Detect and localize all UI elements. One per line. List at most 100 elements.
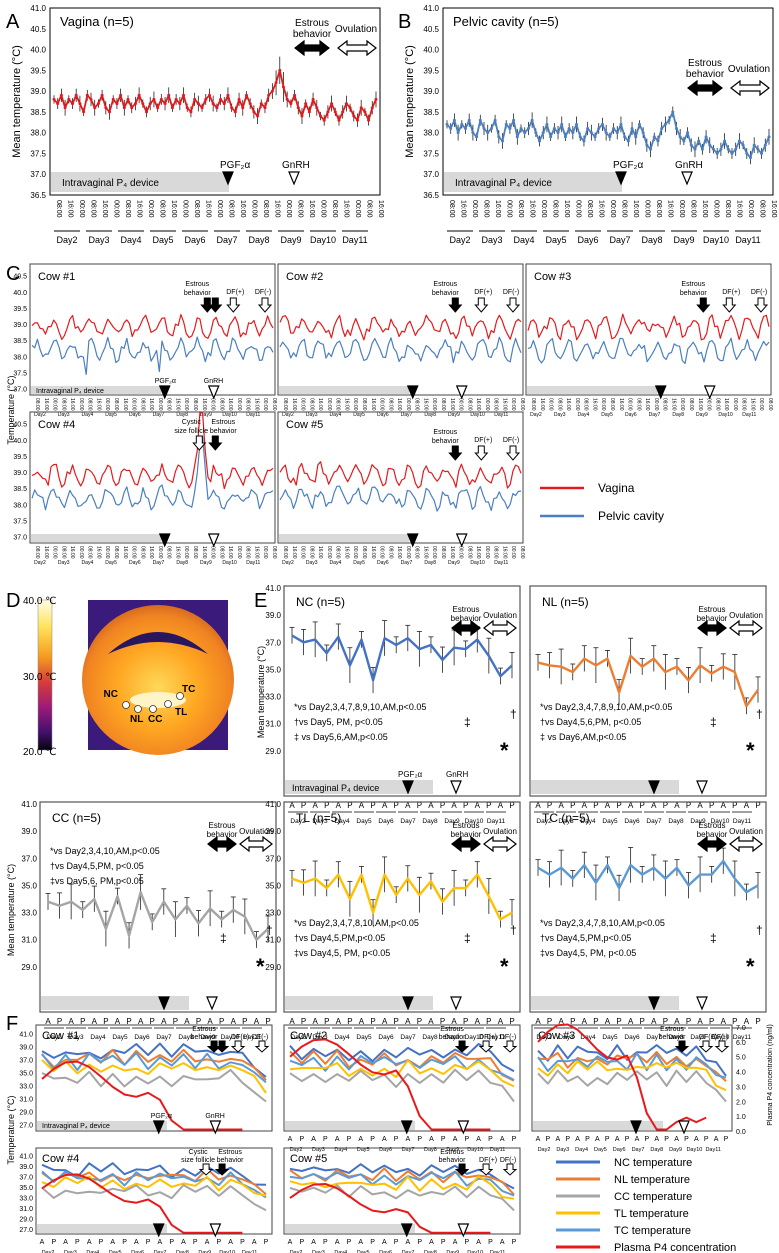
- ap-tick-ne: A: [312, 801, 318, 810]
- data-point-B: [748, 156, 752, 160]
- day-label-f2: Day5: [357, 1147, 370, 1153]
- ap-tick-f4: P: [217, 1239, 222, 1246]
- time-tick-c5: 16:00: [475, 546, 481, 559]
- data-point-B: [652, 135, 656, 139]
- legend-label-f-2: CC temperature: [614, 1191, 692, 1203]
- day-label-f3: Day10: [686, 1147, 702, 1153]
- data-point-B: [497, 135, 501, 139]
- star-ne: *: [500, 738, 509, 763]
- ap-tick-nl: A: [582, 801, 588, 810]
- gnrh-arrow-cc: [206, 996, 218, 1011]
- ap-tick-f4: A: [63, 1239, 68, 1246]
- data-point-B: [734, 147, 738, 151]
- y-tick-c4: 37.0: [13, 535, 27, 542]
- time-tick-c3: 08:00: [662, 398, 668, 411]
- day-label-c1: Day5: [105, 412, 117, 418]
- device-bar-f2: [285, 1121, 415, 1130]
- time-tick-B: 08:00: [586, 200, 593, 218]
- estrous-label-c5: Estrous: [433, 429, 457, 436]
- day-label-ne: Day10: [465, 818, 484, 825]
- plot-frame-c5: [277, 411, 524, 544]
- estrous-label-f2: Estrous: [440, 1026, 464, 1033]
- plot-frame-c4: [29, 411, 276, 544]
- ap-tick-f3: P: [645, 1136, 650, 1143]
- day-label-tl: Day4: [334, 1034, 350, 1041]
- data-point-B: [471, 131, 475, 135]
- pelvic-line-c2: [279, 336, 522, 364]
- ddagger-ne: ‡: [464, 715, 471, 729]
- time-tick-c5: 00:00: [431, 546, 437, 559]
- ap-tick-ne: A: [336, 801, 342, 810]
- panel-letter-F: F: [6, 1013, 18, 1035]
- time-tick-c1: 00:00: [131, 398, 137, 411]
- y-tick-A: 40.5: [30, 25, 46, 34]
- device-label-A: Intravaginal P₄ device: [62, 178, 159, 189]
- ap-tick-tl: A: [451, 1017, 457, 1026]
- data-point-B: [630, 127, 634, 131]
- data-point-B: [545, 122, 549, 126]
- day-label-cc: Day6: [134, 1034, 150, 1041]
- day-label-c4: Day6: [129, 560, 141, 566]
- day-label-f3: Day9: [669, 1147, 682, 1153]
- data-point-A: [300, 114, 304, 118]
- ap-tick-f5: P: [488, 1239, 493, 1246]
- ap-tick-tc: P: [593, 1017, 598, 1026]
- stat-note-tl-2: ‡vs Day4,5, PM, p<0.05: [294, 948, 390, 958]
- day-label-f5: Day2: [290, 1250, 303, 1253]
- ap-tick-f3: P: [546, 1136, 551, 1143]
- time-tick-B: 08:00: [552, 200, 559, 218]
- y-tick-A: 38.0: [30, 129, 46, 138]
- y-tick-ne: 39.0: [265, 611, 281, 620]
- day-label-f2: Day11: [490, 1147, 506, 1153]
- gnrh-arrow-c3: [703, 385, 716, 400]
- time-tick-c3: 16:00: [565, 398, 571, 411]
- time-tick-c4: 00:00: [236, 546, 242, 559]
- time-tick-c4: 08:00: [271, 546, 277, 559]
- panel-letter-B: B: [398, 11, 411, 33]
- estrous-label-B: Estrous: [688, 58, 722, 69]
- dfminus-arrow-f2: [502, 1040, 518, 1053]
- data-point-A: [274, 81, 278, 85]
- stat-note-ne-2: ‡ vs Day5,6,AM,p<0.05: [294, 732, 388, 742]
- time-tick-c3: 16:00: [618, 398, 624, 411]
- time-tick-c4: 16:00: [174, 546, 180, 559]
- day-label-tc: Day6: [624, 1034, 640, 1041]
- time-tick-c5: 08:00: [414, 546, 420, 559]
- time-tick-c2: 00:00: [405, 398, 411, 411]
- time-tick-B: 08:00: [724, 200, 731, 218]
- y-tick-cc: 37.0: [21, 854, 37, 863]
- y-axis-label-c: Temperature (°C): [6, 375, 16, 444]
- gnrh-arrow-f3: [678, 1120, 690, 1135]
- panel-letter-E: E: [254, 590, 267, 612]
- ap-tick-tc: P: [755, 1017, 760, 1026]
- ap-tick-f3: A: [635, 1136, 640, 1143]
- time-tick-c3: 00:00: [732, 398, 738, 411]
- dfplus-arrow-f1: [230, 1040, 246, 1053]
- dfplus-label-f1: DF(+): [231, 1034, 249, 1041]
- time-tick-c1: 16:00: [174, 398, 180, 411]
- ap-tick-f4: A: [110, 1239, 115, 1246]
- day-label-A: Day5: [152, 235, 173, 245]
- dfminus-label-f3: DF(-): [712, 1034, 728, 1041]
- data-point-A: [167, 93, 171, 97]
- data-point-A: [196, 102, 200, 106]
- data-point-B: [504, 122, 508, 126]
- data-point-A: [108, 110, 112, 114]
- time-tick-c2: 00:00: [326, 398, 332, 411]
- day-label-cc: Day10: [221, 1034, 240, 1041]
- data-point-B: [704, 135, 708, 139]
- time-tick-c3: 00:00: [548, 398, 554, 411]
- time-tick-c5: 00:00: [300, 546, 306, 559]
- time-tick-A: 08:00: [228, 200, 235, 218]
- estrous-label2-cc: behavior: [207, 830, 238, 839]
- data-point-B: [604, 131, 608, 135]
- day-label-tl: Day3: [312, 1034, 328, 1041]
- day-label-f3: Day6: [613, 1147, 626, 1153]
- cystic-arrow-c4: [192, 435, 207, 451]
- estrous-arrow-f1: [206, 1040, 222, 1053]
- ap-tick-f4: P: [122, 1239, 127, 1246]
- star-tl: *: [500, 954, 509, 979]
- data-point-B: [552, 127, 556, 131]
- y-tick-c4: 38.0: [13, 502, 27, 509]
- time-tick-c2: 16:00: [343, 398, 349, 411]
